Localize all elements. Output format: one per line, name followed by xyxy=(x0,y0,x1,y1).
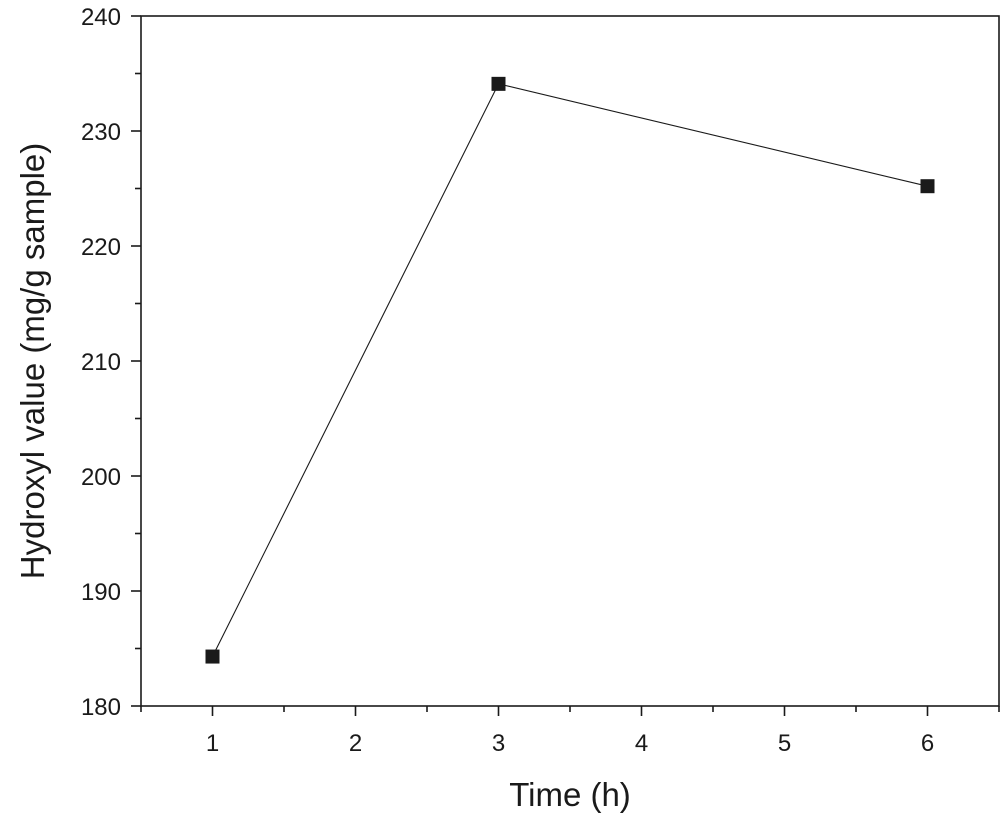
plot-border xyxy=(140,15,1000,707)
x-tick-label: 6 xyxy=(921,730,934,757)
data-point-marker xyxy=(205,649,220,664)
x-tick-label: 4 xyxy=(635,730,648,757)
x-tick-label: 5 xyxy=(778,730,791,757)
y-tick-label: 240 xyxy=(81,4,121,31)
y-tick-label: 180 xyxy=(81,694,121,721)
x-axis-title: Time (h) xyxy=(509,776,631,813)
y-tick-label: 190 xyxy=(81,579,121,606)
x-tick-label: 3 xyxy=(492,730,505,757)
series-line xyxy=(212,83,928,657)
y-axis-title: Hydroxyl value (mg/g sample) xyxy=(14,143,51,579)
series-layer xyxy=(205,76,935,664)
x-axis: 1 2 3 4 5 6 xyxy=(140,706,1000,757)
y-tick-label: 200 xyxy=(81,464,121,491)
y-tick-label: 210 xyxy=(81,349,121,376)
x-tick-label: 2 xyxy=(349,730,362,757)
data-point-marker xyxy=(491,76,506,91)
y-tick-label: 220 xyxy=(81,234,121,261)
plot-frame xyxy=(140,15,1000,707)
data-point-marker xyxy=(920,179,935,194)
y-axis: 180 190 200 210 220 230 240 xyxy=(81,4,141,721)
x-tick-label: 1 xyxy=(206,730,219,757)
y-tick-label: 230 xyxy=(81,119,121,146)
